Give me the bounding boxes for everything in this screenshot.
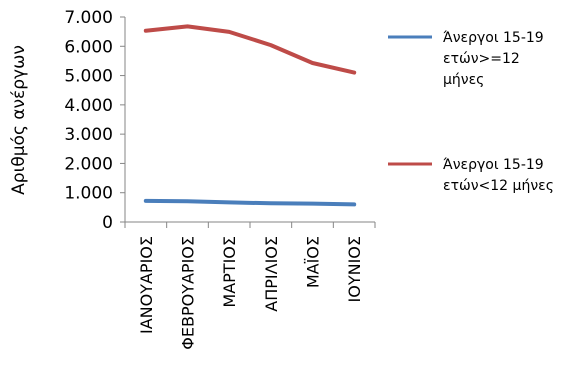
- y-axis-label: Αριθμός ανέργων: [9, 45, 29, 195]
- legend-label: Άνεργοι 15-19: [443, 157, 544, 173]
- legend: Άνεργοι 15-19 ετών>=12 μήνες Άνεργοι 15-19 ε…: [388, 30, 554, 194]
- data-point: [145, 200, 147, 202]
- data-point: [187, 200, 188, 202]
- data-point: [270, 44, 272, 46]
- data-point: [353, 203, 355, 205]
- y-tick-label: 7.000: [64, 8, 113, 28]
- y-tick-label: 2.000: [64, 154, 113, 174]
- y-tick-label: 4.000: [64, 96, 113, 116]
- data-point: [353, 72, 355, 74]
- y-tick-labels: 0 1.000 2.000 3.000 4.000 5.000 6.000 7.000: [64, 8, 113, 233]
- x-tick-label: ΦΕΒΡΟΥΑΡΙΟΣ: [179, 236, 198, 350]
- x-tick-label: ΜΑΡΤΙΟΣ: [220, 236, 239, 308]
- y-tick-label: 6.000: [64, 37, 113, 57]
- legend-label: μήνες: [443, 72, 484, 88]
- data-point: [145, 30, 147, 32]
- data-point: [270, 202, 272, 204]
- y-tick-label: 1.000: [64, 184, 113, 204]
- x-tick-labels: ΙΑΝΟΥΑΡΙΟΣ ΦΕΒΡΟΥΑΡΙΟΣ ΜΑΡΤΙΟΣ ΑΠΡΙΛΙΟΣ ΜΑΪΟ…: [137, 236, 364, 350]
- legend-label: ετών>=12: [443, 51, 520, 67]
- series-line-2: [143, 24, 357, 75]
- x-tick-label: ΙΑΝΟΥΑΡΙΟΣ: [137, 236, 156, 334]
- y-tick-label: 0: [102, 213, 113, 233]
- x-tick-label: ΑΠΡΙΛΙΟΣ: [262, 236, 281, 312]
- series-lines: [143, 24, 357, 207]
- y-tick-label: 3.000: [64, 125, 113, 145]
- data-point: [228, 31, 230, 33]
- y-tick-label: 5.000: [64, 67, 113, 87]
- data-point: [187, 25, 188, 27]
- series-line-1: [143, 198, 357, 207]
- data-point: [312, 203, 313, 205]
- chart-axes: [120, 16, 376, 228]
- legend-label: ετών<12 μήνες: [443, 178, 554, 194]
- x-tick-label: ΙΟΥΝΙΟΣ: [345, 236, 364, 302]
- legend-label: Άνεργοι 15-19: [443, 30, 544, 46]
- data-point: [228, 201, 230, 203]
- x-tick-label: ΜΑΪΟΣ: [304, 236, 323, 288]
- data-point: [312, 62, 313, 64]
